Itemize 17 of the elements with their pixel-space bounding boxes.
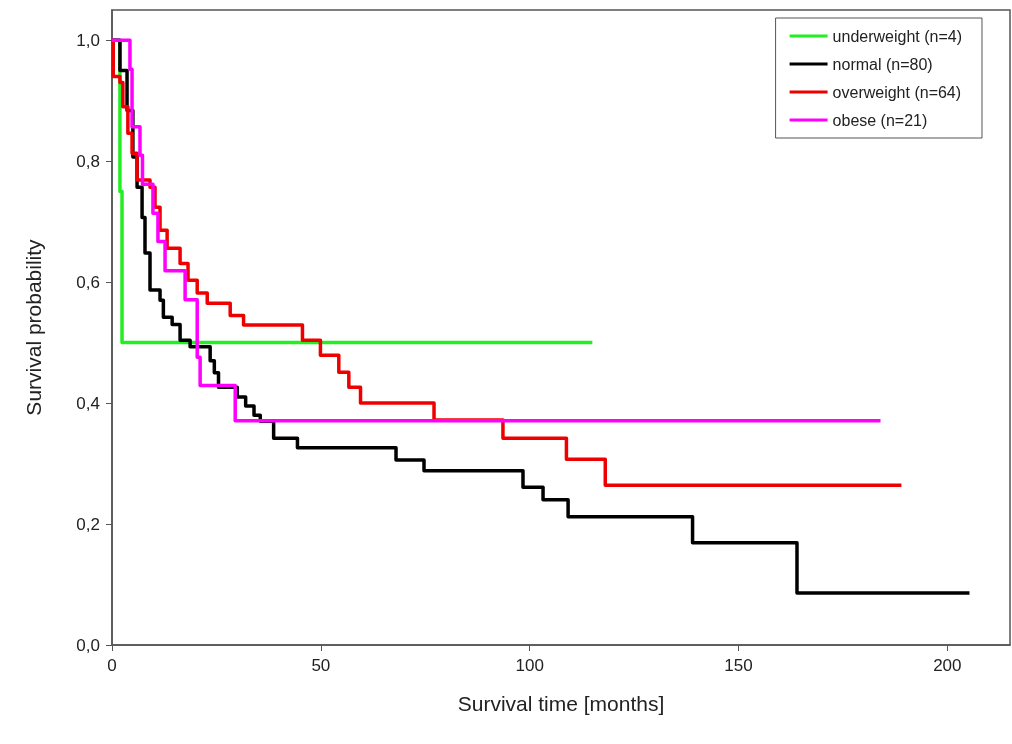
x-tick-label: 150	[724, 656, 753, 675]
x-tick-label: 0	[107, 656, 117, 675]
legend-label: underweight (n=4)	[832, 27, 963, 45]
x-tick-label: 200	[933, 656, 962, 675]
y-tick-label: 0,0	[76, 635, 100, 655]
y-tick-label: 0,2	[76, 514, 100, 534]
y-axis-title: Survival probability	[22, 238, 45, 416]
x-tick-label: 50	[311, 656, 331, 675]
y-tick-label: 0,4	[76, 393, 100, 413]
legend-label: obese (n=21)	[832, 111, 928, 129]
x-axis-title: Survival time [months]	[457, 692, 665, 715]
x-tick-label: 100	[515, 656, 544, 675]
y-tick-label: 0,8	[76, 151, 100, 171]
y-tick-label: 0,6	[76, 272, 100, 292]
y-tick-label: 1,0	[76, 30, 100, 50]
legend-label: normal (n=80)	[832, 55, 933, 73]
legend-label: overweight (n=64)	[832, 83, 962, 101]
